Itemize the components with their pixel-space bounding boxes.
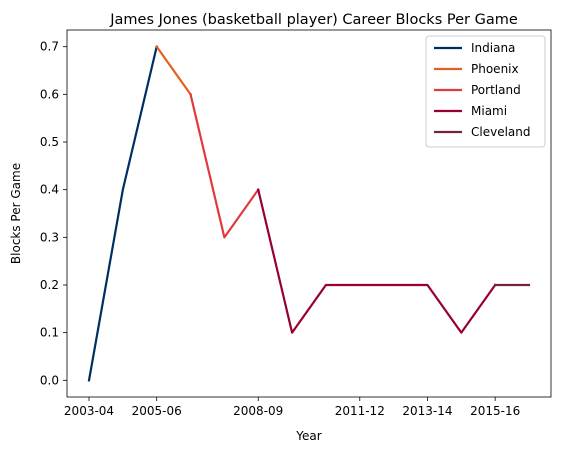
y-tick-label: 0.7 xyxy=(40,40,59,54)
plot-area xyxy=(87,45,531,382)
x-tick-label: 2003-04 xyxy=(64,404,114,418)
x-tick-label: 2008-09 xyxy=(233,404,283,418)
y-tick-label: 0.3 xyxy=(40,230,59,244)
x-axis: 2003-04 2005-06 2008-09 2011-12 2013-14 2015-… xyxy=(64,397,520,418)
x-tick-label: 2005-06 xyxy=(132,404,182,418)
chart-title: James Jones (basketball player) Career B… xyxy=(109,12,518,28)
legend-label-phoenix: Phoenix xyxy=(471,62,519,76)
y-axis: 0.0 0.1 0.2 0.3 0.4 0.5 0.6 0.7 xyxy=(40,40,67,387)
series-line-indiana xyxy=(87,45,159,382)
y-tick-label: 0.6 xyxy=(40,87,59,101)
x-tick-label: 2011-12 xyxy=(335,404,385,418)
legend: Indiana Phoenix Portland Miami Cleveland xyxy=(425,35,546,148)
legend-label-indiana: Indiana xyxy=(471,41,515,55)
series-line-miami xyxy=(256,188,497,334)
x-axis-label: Year xyxy=(295,429,321,443)
plot-frame xyxy=(66,29,552,398)
legend-label-miami: Miami xyxy=(471,104,507,118)
y-tick-label: 0.5 xyxy=(40,135,59,149)
legend-label-cleveland: Cleveland xyxy=(471,125,531,139)
legend-box xyxy=(425,35,546,148)
y-tick-label: 0.0 xyxy=(40,373,59,387)
legend-label-portland: Portland xyxy=(471,83,521,97)
series-line-phoenix xyxy=(155,45,193,96)
series-line-portland xyxy=(189,93,260,239)
x-tick-label: 2013-14 xyxy=(402,404,452,418)
y-tick-label: 0.4 xyxy=(40,183,59,197)
y-axis-label: Blocks Per Game xyxy=(9,163,23,264)
y-tick-label: 0.2 xyxy=(40,278,59,292)
x-tick-label: 2015-16 xyxy=(470,404,520,418)
y-tick-label: 0.1 xyxy=(40,326,59,340)
